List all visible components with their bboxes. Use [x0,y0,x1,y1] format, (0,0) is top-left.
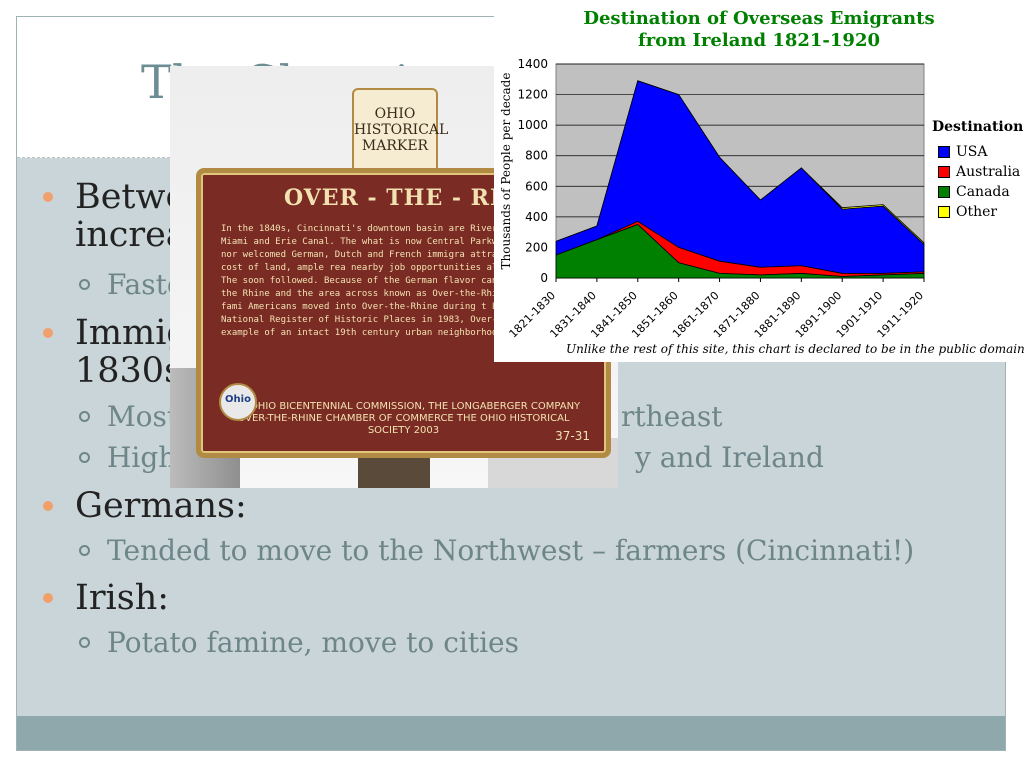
y-tick-label: 1000 [517,118,548,132]
chart-title-line-2: from Ireland 1821-1920 [637,30,880,51]
legend-swatch [938,186,950,198]
marker-footer: THE OHIO BICENTENNIAL COMMISSION, THE LO… [226,401,581,436]
y-tick-label: 200 [525,240,548,254]
y-axis-label: Thousands of People per decade [499,73,513,270]
marker-heading: OVER - THE - RHI [283,185,524,211]
legend-label: Australia [956,164,1021,180]
subbullet-3: High [79,442,176,474]
marker-body: In the 1840s, Cincinnati's downtown basi… [221,224,585,338]
subbullet-2-tail: rtheast [621,400,723,433]
bullet-3-text: Germans: [75,486,247,526]
bullet-4: Irish: [42,578,170,618]
subbullet-5: Potato famine, move to cities [79,627,519,659]
marker-seal-line-3: MARKER [361,138,429,154]
y-tick-label: 800 [525,149,548,163]
subbullet-3-tail: y and Ireland [635,441,824,474]
bullet-2-line-2: 1830s [75,351,183,391]
chart-caption: Unlike the rest of this site, this chart… [566,342,1024,356]
legend-item: Canada [938,184,1010,200]
marker-code: 37-31 [555,429,590,443]
legend-swatch [938,146,950,158]
legend-title: Destination [932,119,1024,135]
y-tick-label: 400 [525,210,548,224]
subbullet-1: Faste [79,269,183,301]
ohio-badge-text: Ohio [225,394,251,405]
area-canada [555,224,925,279]
bullet-1-line-1: Betwe [75,177,187,217]
chart-title: Destination of Overseas Emigrants from I… [494,8,1024,52]
subbullet-1-text: Faste [107,268,184,301]
legend-label: USA [956,144,988,160]
bullet-2: Immig 1830s [43,313,189,391]
y-tick-label: 600 [525,179,548,193]
legend-swatch [938,166,950,178]
subbullet-4: Tended to move to the Northwest – farmer… [79,535,914,567]
subbullet-2-text: Most [107,400,179,433]
legend-label: Other [956,204,998,220]
bullet-1: Betwe increa [43,177,187,255]
y-tick-label: 0 [540,271,548,285]
marker-seal: OHIO HISTORICAL MARKER [352,88,449,176]
marker-seal-line-1: OHIO [374,106,416,122]
legend-label: Canada [956,184,1010,200]
slide-content: Betwe increa Faste Immig 1830s Most rthe… [17,17,1005,750]
ohio-badge-icon: Ohio [219,383,257,421]
legend-swatch [938,206,950,218]
bullet-2-line-1: Immig [75,313,189,353]
legend-item: USA [938,144,988,160]
bullet-4-text: Irish: [75,578,170,618]
emigrants-chart-image: Destination of Overseas Emigrants from I… [494,0,1024,362]
bullet-3: Germans: [43,486,247,526]
subbullet-5-text: Potato famine, move to cities [107,626,519,659]
subbullet-3-text: High [107,441,177,474]
bullet-1-line-2: increa [75,215,187,255]
bottom-band [17,716,1005,750]
y-tick-label: 1400 [517,57,548,71]
legend-item: Other [938,204,997,220]
subbullet-2: Most [79,401,178,433]
legend-item: Australia [938,164,1020,180]
y-tick-label: 1200 [517,88,548,102]
marker-seal-line-2: HISTORICAL [354,122,449,138]
subbullet-4-text: Tended to move to the Northwest – farmer… [107,534,915,567]
marker-seal-text: OHIO HISTORICAL MARKER [354,106,449,154]
area-chart: 0 200 400 600 800 1000 1200 1400 Thousands of Pe… [499,57,926,341]
chart-title-line-1: Destination of Overseas Emigrants [583,8,935,29]
